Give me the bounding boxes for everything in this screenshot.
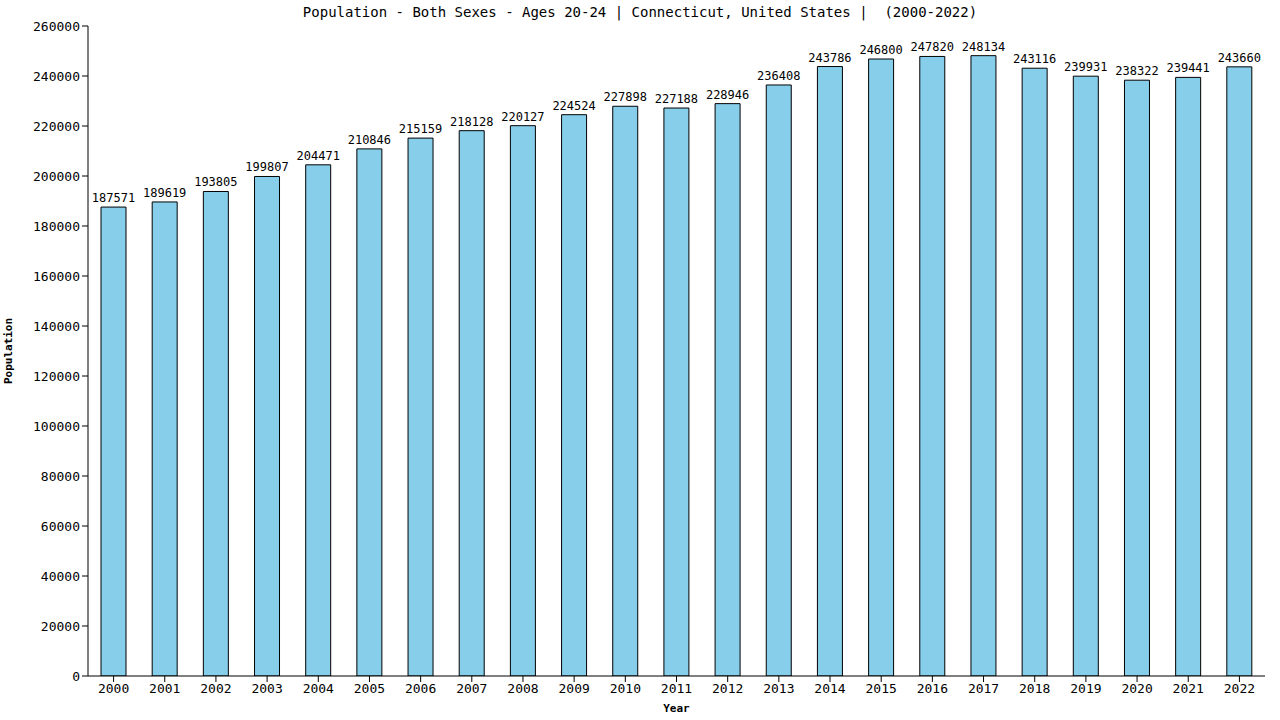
- svg-text:239441: 239441: [1166, 61, 1209, 75]
- svg-text:220127: 220127: [501, 110, 544, 124]
- svg-text:2016: 2016: [917, 681, 948, 696]
- svg-text:2008: 2008: [507, 681, 538, 696]
- svg-text:2021: 2021: [1173, 681, 1204, 696]
- svg-text:2020: 2020: [1121, 681, 1152, 696]
- svg-text:199807: 199807: [245, 160, 288, 174]
- svg-text:140000: 140000: [33, 319, 80, 334]
- svg-text:2019: 2019: [1070, 681, 1101, 696]
- svg-text:2005: 2005: [354, 681, 385, 696]
- svg-text:248134: 248134: [962, 40, 1005, 54]
- svg-text:Population: Population: [8, 318, 15, 384]
- svg-text:180000: 180000: [33, 219, 80, 234]
- html-text:Population - Both Sexes - Ages: Population - Both Sexes - Ages 20-24 | C…: [302, 4, 978, 20]
- svg-text:218128: 218128: [450, 115, 493, 129]
- svg-text:240000: 240000: [33, 69, 80, 84]
- svg-text:80000: 80000: [41, 469, 80, 484]
- svg-text:200000: 200000: [33, 169, 80, 184]
- svg-text:243660: 243660: [1218, 51, 1261, 65]
- svg-text:2004: 2004: [303, 681, 334, 696]
- svg-text:2000: 2000: [98, 681, 129, 696]
- svg-text:220000: 220000: [33, 119, 80, 134]
- svg-text:40000: 40000: [41, 569, 80, 584]
- svg-text:60000: 60000: [41, 519, 80, 534]
- svg-text:243786: 243786: [808, 51, 851, 65]
- svg-text:2002: 2002: [200, 681, 231, 696]
- svg-text:224524: 224524: [552, 99, 595, 113]
- svg-text:243116: 243116: [1013, 52, 1056, 66]
- svg-text:247820: 247820: [911, 40, 954, 54]
- svg-text:120000: 120000: [33, 369, 80, 384]
- svg-text:2013: 2013: [763, 681, 794, 696]
- svg-text:2018: 2018: [1019, 681, 1050, 696]
- svg-text:2006: 2006: [405, 681, 436, 696]
- svg-text:228946: 228946: [706, 88, 749, 102]
- svg-text:238322: 238322: [1115, 64, 1158, 78]
- svg-text:Year: Year: [663, 702, 690, 715]
- svg-text:2011: 2011: [661, 681, 692, 696]
- svg-text:100000: 100000: [33, 419, 80, 434]
- svg-text:189619: 189619: [143, 186, 186, 200]
- svg-text:260000: 260000: [33, 19, 80, 34]
- svg-text:239931: 239931: [1064, 60, 1107, 74]
- svg-text:2009: 2009: [558, 681, 589, 696]
- svg-text:193805: 193805: [194, 175, 237, 189]
- svg-text:246800: 246800: [859, 43, 902, 57]
- svg-text:2012: 2012: [712, 681, 743, 696]
- svg-text:2022: 2022: [1224, 681, 1255, 696]
- svg-text:215159: 215159: [399, 122, 442, 136]
- svg-text:204471: 204471: [297, 149, 340, 163]
- svg-text:2015: 2015: [866, 681, 897, 696]
- svg-text:187571: 187571: [92, 191, 135, 205]
- svg-text:0: 0: [72, 669, 80, 684]
- svg-text:227898: 227898: [604, 90, 647, 104]
- svg-text:227188: 227188: [655, 92, 698, 106]
- svg-text:236408: 236408: [757, 69, 800, 83]
- svg-text:2001: 2001: [149, 681, 180, 696]
- svg-text:160000: 160000: [33, 269, 80, 284]
- svg-text:2010: 2010: [610, 681, 641, 696]
- svg-text:2014: 2014: [814, 681, 845, 696]
- svg-text:20000: 20000: [41, 619, 80, 634]
- svg-text:2003: 2003: [251, 681, 282, 696]
- svg-text:210846: 210846: [348, 133, 391, 147]
- svg-text:2007: 2007: [456, 681, 487, 696]
- svg-text:2017: 2017: [968, 681, 999, 696]
